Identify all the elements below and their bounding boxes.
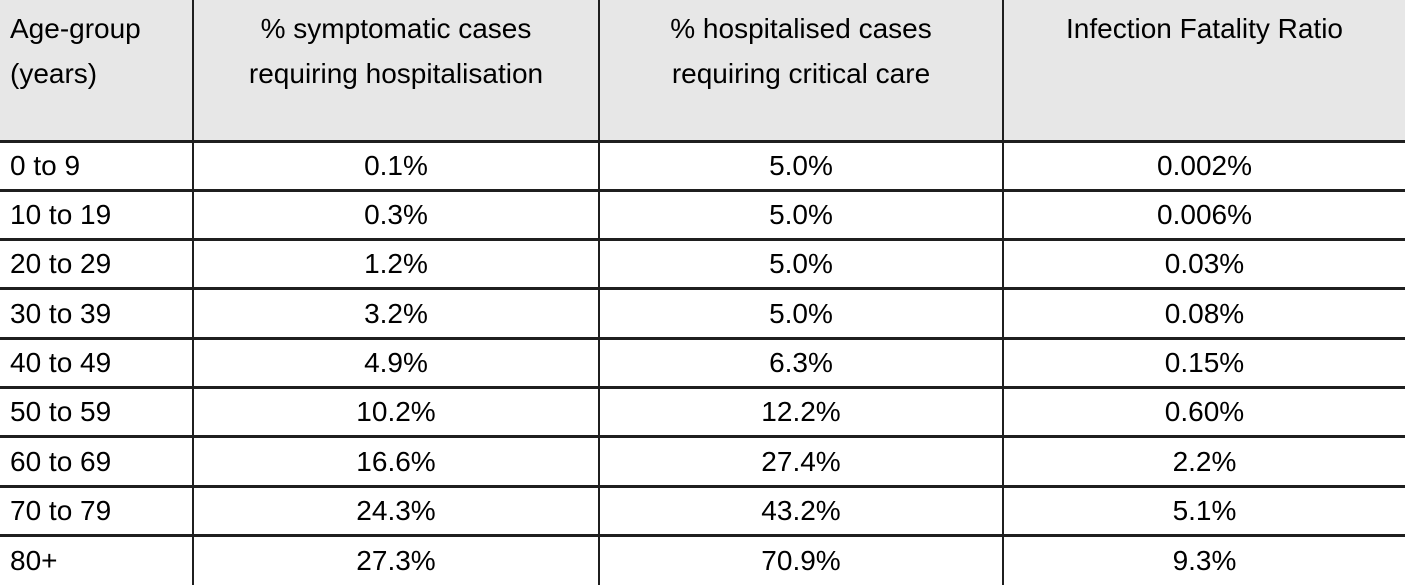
header-line: % hospitalised cases (670, 13, 932, 44)
cell-age-group: 80+ (0, 534, 194, 585)
cell-infection-fatality-ratio: 0.03% (1002, 238, 1405, 291)
cell-infection-fatality-ratio: 5.1% (1002, 484, 1405, 538)
cell-age-group: 50 to 59 (0, 386, 194, 439)
cell-symptomatic-hospitalisation: 0.3% (192, 188, 600, 242)
cell-age-group: 0 to 9 (0, 139, 194, 192)
column-header-infection-fatality-ratio: Infection Fatality Ratio (1002, 0, 1405, 143)
cell-age-group: 40 to 49 (0, 336, 194, 390)
cell-infection-fatality-ratio: 0.006% (1002, 188, 1405, 242)
cell-hospitalised-critical-care: 12.2% (598, 386, 1004, 439)
cell-symptomatic-hospitalisation: 3.2% (192, 287, 600, 340)
cell-symptomatic-hospitalisation: 27.3% (192, 534, 600, 585)
table-header: Age-group (years) % symptomatic cases re… (0, 0, 1405, 143)
cell-infection-fatality-ratio: 0.08% (1002, 287, 1405, 340)
cell-symptomatic-hospitalisation: 0.1% (192, 139, 600, 192)
table-row: 10 to 19 0.3% 5.0% 0.006% (0, 188, 1405, 242)
table-row: 40 to 49 4.9% 6.3% 0.15% (0, 336, 1405, 390)
cell-hospitalised-critical-care: 27.4% (598, 435, 1004, 488)
cell-age-group: 10 to 19 (0, 188, 194, 242)
table-row: 0 to 9 0.1% 5.0% 0.002% (0, 139, 1405, 192)
cell-hospitalised-critical-care: 70.9% (598, 534, 1004, 585)
header-row: Age-group (years) % symptomatic cases re… (0, 0, 1405, 143)
cell-age-group: 60 to 69 (0, 435, 194, 488)
cell-hospitalised-critical-care: 43.2% (598, 484, 1004, 538)
table-row: 20 to 29 1.2% 5.0% 0.03% (0, 238, 1405, 291)
header-line: requiring critical care (671, 58, 931, 89)
cell-hospitalised-critical-care: 5.0% (598, 238, 1004, 291)
cell-hospitalised-critical-care: 5.0% (598, 139, 1004, 192)
header-line: % symptomatic cases (260, 13, 532, 44)
column-header-symptomatic-hospitalisation: % symptomatic cases requiring hospitalis… (192, 0, 600, 143)
cell-hospitalised-critical-care: 5.0% (598, 188, 1004, 242)
cell-infection-fatality-ratio: 9.3% (1002, 534, 1405, 585)
cell-infection-fatality-ratio: 0.15% (1002, 336, 1405, 390)
cell-infection-fatality-ratio: 2.2% (1002, 435, 1405, 488)
table-row: 60 to 69 16.6% 27.4% 2.2% (0, 435, 1405, 488)
cell-infection-fatality-ratio: 0.002% (1002, 139, 1405, 192)
header-line: Age-group (10, 13, 141, 44)
cell-symptomatic-hospitalisation: 1.2% (192, 238, 600, 291)
header-line: requiring hospitalisation (248, 58, 544, 89)
cell-infection-fatality-ratio: 0.60% (1002, 386, 1405, 439)
table-row: 30 to 39 3.2% 5.0% 0.08% (0, 287, 1405, 340)
column-header-age-group: Age-group (years) (0, 0, 194, 143)
cell-age-group: 20 to 29 (0, 238, 194, 291)
table-row: 70 to 79 24.3% 43.2% 5.1% (0, 484, 1405, 538)
cell-hospitalised-critical-care: 5.0% (598, 287, 1004, 340)
header-line: (years) (10, 58, 98, 89)
table-row: 50 to 59 10.2% 12.2% 0.60% (0, 386, 1405, 439)
table-body: 0 to 9 0.1% 5.0% 0.002% 10 to 19 0.3% 5.… (0, 139, 1405, 585)
cell-age-group: 70 to 79 (0, 484, 194, 538)
header-line: Infection Fatality Ratio (1065, 13, 1344, 44)
cell-age-group: 30 to 39 (0, 287, 194, 340)
cell-symptomatic-hospitalisation: 4.9% (192, 336, 600, 390)
cell-symptomatic-hospitalisation: 10.2% (192, 386, 600, 439)
cell-symptomatic-hospitalisation: 24.3% (192, 484, 600, 538)
cell-hospitalised-critical-care: 6.3% (598, 336, 1004, 390)
cell-symptomatic-hospitalisation: 16.6% (192, 435, 600, 488)
table-row: 80+ 27.3% 70.9% 9.3% (0, 534, 1405, 585)
column-header-hospitalised-critical-care: % hospitalised cases requiring critical … (598, 0, 1004, 143)
